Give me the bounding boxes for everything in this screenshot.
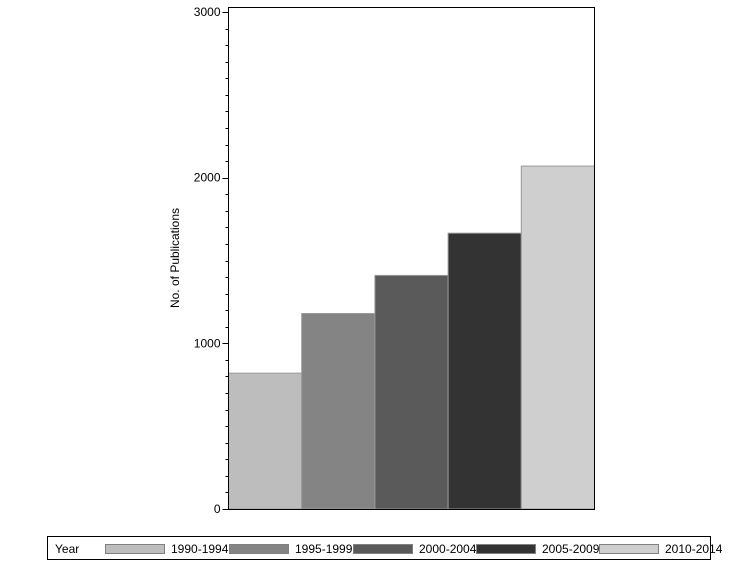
- y-tick-label: 2000: [194, 171, 221, 185]
- plot-frame: [228, 7, 595, 510]
- legend-swatch-1990-1994: [105, 544, 165, 554]
- legend-swatch-2000-2004: [353, 544, 413, 554]
- legend-item-1995-1999: 1995-1999: [229, 541, 352, 557]
- bar-2000-2004: [374, 274, 449, 510]
- y-tick-label: 0: [214, 502, 221, 516]
- legend: Year 1990-1994 1995-1999 2000-2004 2005-…: [47, 536, 722, 560]
- legend-label-1995-1999: 1995-1999: [295, 542, 353, 556]
- legend-label-2005-2009: 2005-2009: [542, 542, 600, 556]
- bar-1990-1994: [228, 372, 303, 510]
- legend-item-2005-2009: 2005-2009: [476, 541, 599, 557]
- legend-item-1990-1994: 1990-1994: [105, 541, 228, 557]
- legend-swatch-1995-1999: [229, 544, 289, 554]
- legend-item-2010-2014: 2010-2014: [599, 541, 722, 557]
- bar-2010-2014: [520, 165, 595, 510]
- legend-label-2000-2004: 2000-2004: [419, 542, 477, 556]
- legend-swatch-2005-2009: [476, 544, 536, 554]
- legend-title: Year: [55, 542, 80, 556]
- y-axis-label: No. of Publications: [168, 208, 182, 308]
- legend-item-2000-2004: 2000-2004: [353, 541, 476, 557]
- legend-label-1990-1994: 1990-1994: [171, 542, 229, 556]
- legend-label-2010-2014: 2010-2014: [665, 542, 723, 556]
- bars-group: [228, 165, 595, 510]
- legend-swatch-2010-2014: [599, 544, 659, 554]
- y-tick-label: 1000: [194, 336, 221, 350]
- bar-1995-1999: [301, 313, 376, 510]
- bar-2005-2009: [447, 232, 522, 510]
- y-axis: 0 1000 2000 3000: [194, 5, 229, 516]
- y-tick-label: 3000: [194, 5, 221, 19]
